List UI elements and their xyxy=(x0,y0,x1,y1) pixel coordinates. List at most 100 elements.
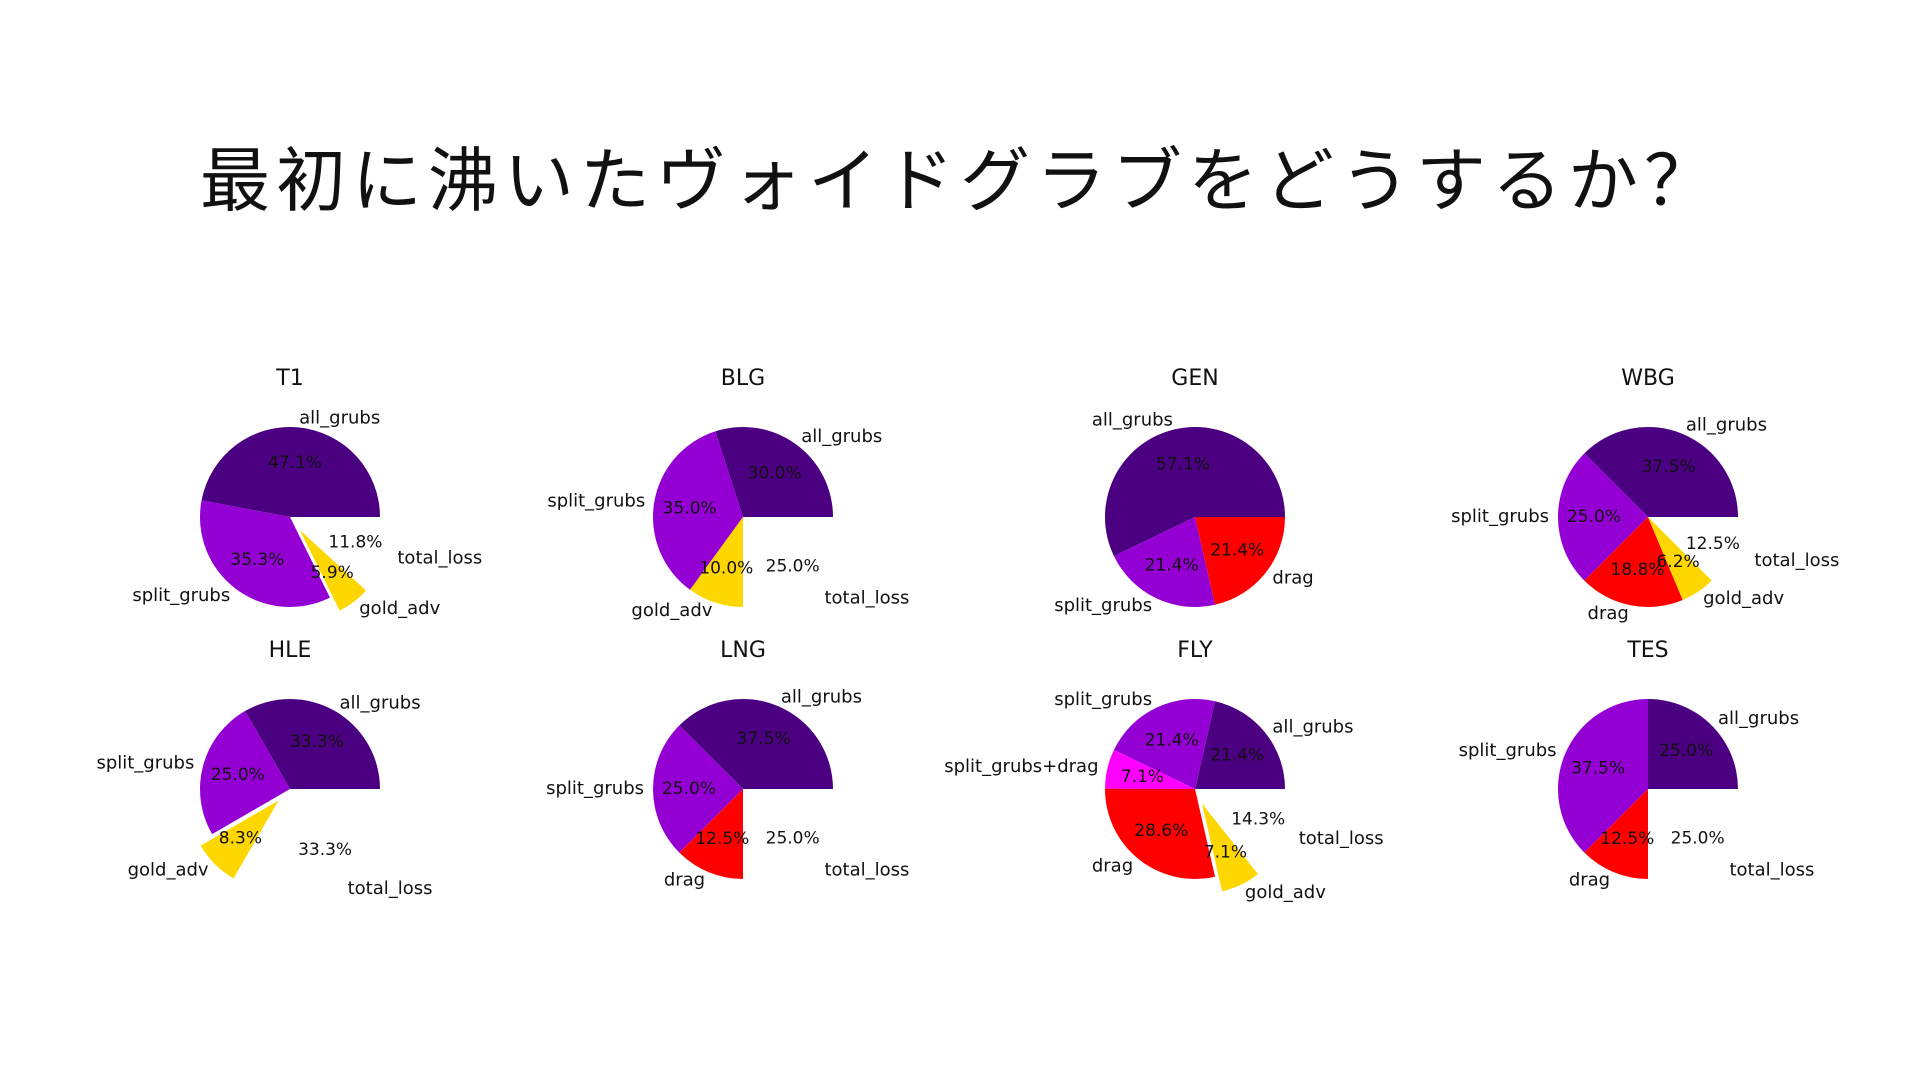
slice-percent-label: 30.0% xyxy=(748,463,802,483)
pie-chart-wbg: WBG all_grubs 37.5% split_grubs 25.0% drag 18.… xyxy=(1451,366,1839,624)
pie-slice-all-grubs xyxy=(715,427,833,517)
pie-slice-total-loss xyxy=(1209,796,1300,867)
slice-percent-label: 37.5% xyxy=(1642,457,1696,477)
pie-chart-lng: LNG all_grubs 37.5% split_grubs 25.0% drag 12.… xyxy=(546,638,909,890)
pie-title: LNG xyxy=(720,638,766,663)
pie-chart-fly: FLY all_grubs 21.4% split_grubs 21.4% split_g… xyxy=(944,638,1383,903)
slice-label: all_grubs xyxy=(340,692,421,713)
slice-percent-label: 28.6% xyxy=(1134,821,1188,841)
pie-slice-total-loss xyxy=(754,528,845,619)
slice-label: split_grubs xyxy=(1054,595,1152,616)
pie-slice-split-grubs xyxy=(1113,699,1216,789)
slice-label: drag xyxy=(1092,855,1133,876)
slice-percent-label: 35.3% xyxy=(230,550,284,570)
slice-label: split_grubs xyxy=(132,585,230,606)
slice-label: all_grubs xyxy=(1686,415,1767,436)
slice-percent-label: 7.1% xyxy=(1121,767,1164,787)
slice-label: drag xyxy=(1569,869,1610,890)
slice-percent-label: 12.5% xyxy=(1600,829,1654,849)
slice-percent-label: 25.0% xyxy=(211,765,265,785)
pie-slice-gold-adv xyxy=(690,517,743,607)
slice-label: all_grubs xyxy=(781,687,862,708)
slice-percent-label: 33.3% xyxy=(290,732,344,752)
pie-slice-split-grubs xyxy=(1558,453,1648,581)
slice-percent-label: 10.0% xyxy=(699,558,753,578)
pie-slice-all-grubs xyxy=(245,699,380,789)
slice-label: gold_adv xyxy=(128,860,209,881)
pie-slice-drag xyxy=(1584,517,1683,608)
pie-slice-all-grubs xyxy=(201,426,380,517)
slice-label: drag xyxy=(1272,568,1313,589)
pie-slice-all-grubs xyxy=(1584,426,1738,517)
pie-slice-gold-adv xyxy=(1202,803,1259,892)
slice-label: gold_adv xyxy=(1245,882,1326,903)
slice-percent-label: 21.4% xyxy=(1210,745,1264,765)
slice-percent-label: 57.1% xyxy=(1156,454,1210,474)
pie-title: FLY xyxy=(1177,638,1213,663)
slice-label: all_grubs xyxy=(1092,409,1173,430)
slice-label: split_grubs xyxy=(1459,740,1557,761)
slice-percent-label: 25.0% xyxy=(766,829,820,849)
slice-label: gold_adv xyxy=(1703,588,1784,609)
slice-percent-label: 21.4% xyxy=(1145,556,1199,576)
slice-label: gold_adv xyxy=(359,598,440,619)
slice-percent-label: 7.1% xyxy=(1204,842,1247,862)
slice-percent-label: 12.5% xyxy=(1686,534,1740,554)
slice-label: all_grubs xyxy=(299,407,380,428)
slice-label: total_loss xyxy=(824,587,909,608)
slice-percent-label: 25.0% xyxy=(1659,741,1713,761)
pie-chart-gen: GEN all_grubs 57.1% split_grubs 21.4% drag 21.… xyxy=(1054,366,1314,616)
slice-label: split_grubs xyxy=(547,491,645,512)
slice-label: total_loss xyxy=(348,878,433,899)
pie-slice-total-loss xyxy=(1659,800,1750,891)
slice-percent-label: 33.3% xyxy=(298,840,352,860)
slide-title: 最初に沸いたヴォイドグラブをどうするか？ xyxy=(200,140,1720,222)
pie-slice-total-loss xyxy=(305,522,396,584)
pie-slice-gold-adv xyxy=(299,529,367,611)
slice-percent-label: 25.0% xyxy=(766,557,820,577)
slice-percent-label: 37.5% xyxy=(737,729,791,749)
pie-slice-split-grubs xyxy=(200,500,330,607)
pie-slice-split-grubs-plus-drag xyxy=(1105,749,1195,789)
slice-percent-label: 14.3% xyxy=(1231,810,1285,830)
slice-label: total_loss xyxy=(1299,828,1384,849)
slice-percent-label: 11.8% xyxy=(328,532,382,552)
slice-percent-label: 47.1% xyxy=(268,453,322,473)
pie-slice-drag xyxy=(1105,788,1216,879)
slice-percent-label: 18.8% xyxy=(1611,560,1665,580)
pie-slice-split-grubs xyxy=(653,431,743,590)
pie-chart-tes: TESall_grubs25.0%split_grubs37.5%drag12.… xyxy=(1459,638,1815,890)
pie-chart-blg: BLG all_grubs 30.0% split_grubs 35.0% gold_ad… xyxy=(547,366,909,621)
slice-label: all_grubs xyxy=(801,426,882,447)
pie-title: BLG xyxy=(721,366,765,391)
pie-slice-drag xyxy=(1195,517,1285,605)
pie-title: HLE xyxy=(269,638,312,663)
pie-slice-total-loss xyxy=(1662,523,1753,587)
slice-label: split_grubs xyxy=(96,752,194,773)
pie-slice-all-grubs xyxy=(679,699,833,789)
slice-label: total_loss xyxy=(1729,859,1814,880)
pie-slice-all-grubs xyxy=(1648,699,1738,789)
slice-label: split_grubs xyxy=(546,778,644,799)
slice-label: split_grubs xyxy=(1054,689,1152,710)
slice-label: drag xyxy=(664,869,705,890)
slice-label: total_loss xyxy=(824,859,909,880)
slice-percent-label: 8.3% xyxy=(219,829,262,849)
slice-percent-label: 25.0% xyxy=(1567,507,1621,527)
pie-slice-total-loss xyxy=(754,800,845,891)
slice-percent-label: 35.0% xyxy=(663,499,717,519)
slice-percent-label: 6.2% xyxy=(1656,552,1699,572)
pie-slice-all-grubs xyxy=(1105,426,1285,557)
pie-title: TES xyxy=(1626,638,1668,663)
pie-slice-all-grubs xyxy=(1195,701,1285,789)
slice-percent-label: 5.9% xyxy=(311,563,354,583)
pie-slice-split-grubs xyxy=(1113,517,1216,607)
slice-label: all_grubs xyxy=(1272,716,1353,737)
pie-slice-drag xyxy=(1584,789,1648,879)
pie-slice-split-grubs xyxy=(653,725,743,853)
slice-percent-label: 21.4% xyxy=(1145,730,1199,750)
slice-percent-label: 12.5% xyxy=(695,829,749,849)
pie-slice-total-loss xyxy=(253,803,389,894)
